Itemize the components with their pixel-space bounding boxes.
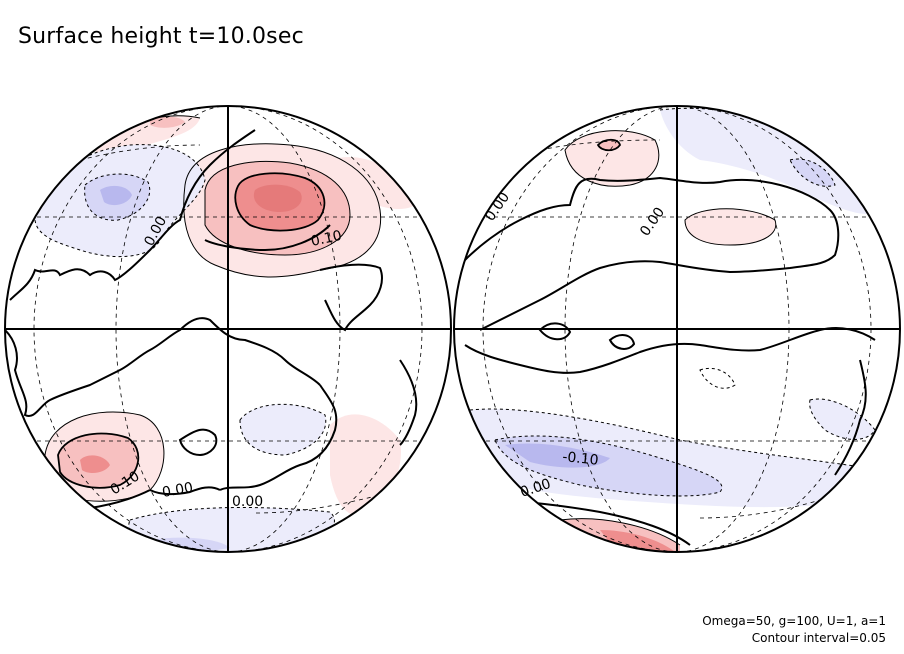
parameter-footer: Omega=50, g=100, U=1, a=1 Contour interv… [702, 613, 886, 647]
positive-anomaly-north [565, 130, 659, 187]
model-parameters: Omega=50, g=100, U=1, a=1 [702, 614, 886, 628]
contour-interval: Contour interval=0.05 [751, 631, 886, 645]
negative-anomaly-north [660, 108, 880, 215]
contour-label: 0.10 [310, 228, 344, 250]
contour-label: 0.00 [161, 480, 194, 501]
plot-title: Surface height t=10.0sec [18, 24, 304, 49]
contour-label: 0.00 [232, 494, 263, 510]
contour-label: -0.10 [562, 449, 600, 469]
negative-anomaly-south [240, 404, 326, 455]
left-hemisphere: 0.00 0.10 0.10 0.00 0.00 [4, 105, 452, 553]
right-hemisphere: 0.00 0.00 -0.10 0.00 [453, 105, 901, 553]
